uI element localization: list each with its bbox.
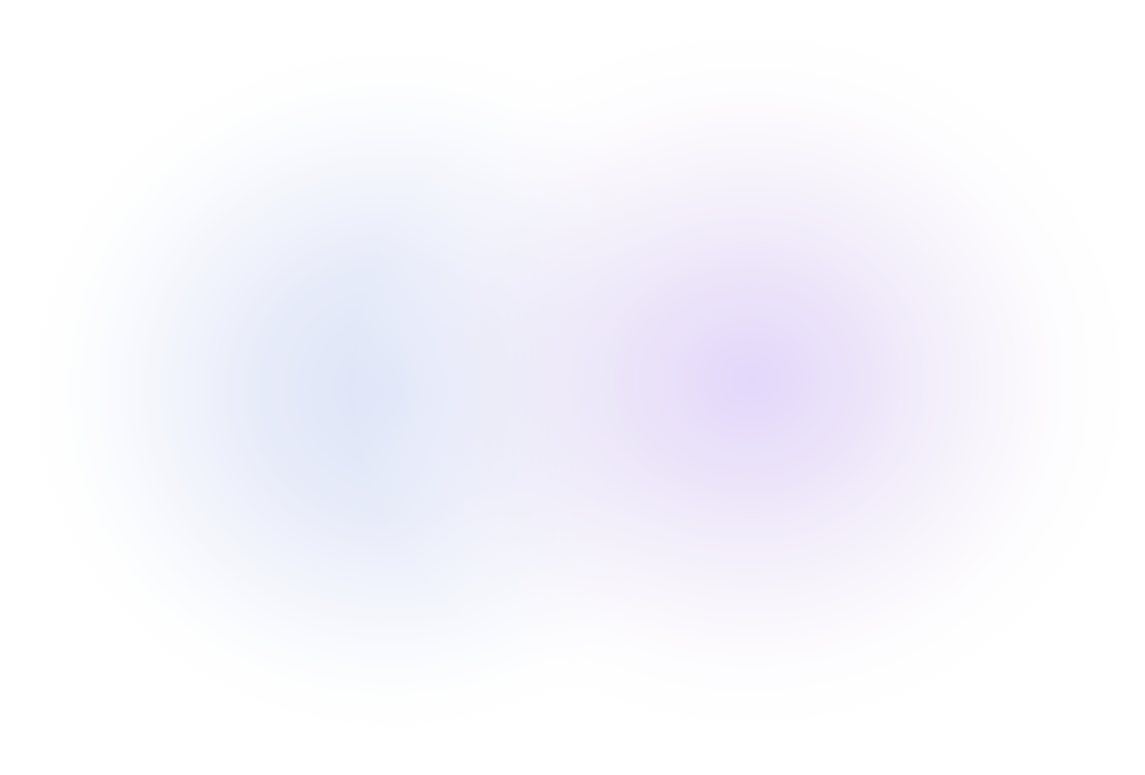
purple-glow: [0, 0, 1145, 775]
gradient-backdrop: [0, 0, 1145, 775]
page-background: [0, 0, 1145, 775]
